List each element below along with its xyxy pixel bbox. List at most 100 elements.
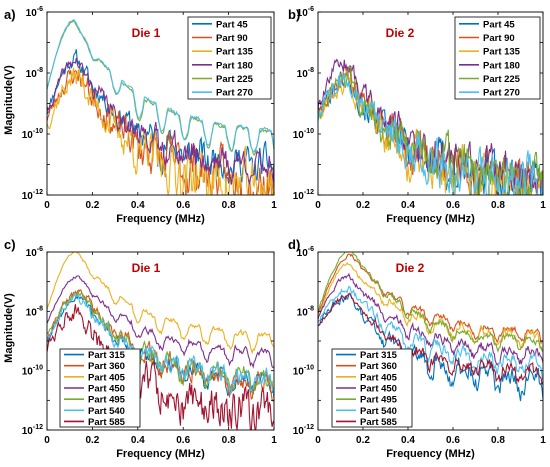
chart-title: Die 1 xyxy=(132,261,161,275)
series-line-part-180 xyxy=(47,57,274,185)
y-tick-label: 10-12 xyxy=(22,424,43,437)
series-line-part-585 xyxy=(47,304,274,430)
legend-entry: Part 270 xyxy=(216,88,253,99)
series-line-part-405 xyxy=(318,261,543,352)
x-tick-label: 0.6 xyxy=(446,200,460,211)
legend: Part 45 Part 90 Part 135 Part 180 Part 225 Pa… xyxy=(454,16,541,100)
series-line-part-495 xyxy=(47,291,274,394)
legend-entry: Part 45 xyxy=(216,19,248,30)
series-line-part-405 xyxy=(47,252,274,355)
legend-entry: Part 180 xyxy=(216,60,253,71)
y-tick-label: 10-8 xyxy=(26,305,43,318)
legend-box xyxy=(187,16,272,100)
x-tick-label: 1 xyxy=(271,435,277,446)
legend-entry: Part 360 xyxy=(88,361,125,372)
y-tick-label: 10-6 xyxy=(26,6,43,19)
series-line-part-585 xyxy=(318,293,543,385)
y-tick-label: 10-8 xyxy=(26,67,43,80)
series-line-part-135 xyxy=(47,67,274,195)
y-tick-label: 10-10 xyxy=(22,365,43,378)
x-tick-label: 0.2 xyxy=(356,435,370,446)
series-lines xyxy=(318,252,543,402)
chart-panel-d: 0 0.2 0.4 0.6 0.8 110-1210-1010-810-6Frequenc… xyxy=(288,237,546,460)
legend-entry: Part 270 xyxy=(483,88,520,99)
x-tick-label: 0.8 xyxy=(222,200,236,211)
x-tick-label: 0.6 xyxy=(176,200,190,211)
series-lines xyxy=(318,58,543,195)
legend-entry: Part 90 xyxy=(216,33,248,44)
x-tick-label: 0.4 xyxy=(131,435,145,446)
x-tick-label: 0 xyxy=(315,200,321,211)
legend-entry: Part 450 xyxy=(88,384,125,395)
x-tick-label: 1 xyxy=(540,200,546,211)
legend-entry: Part 540 xyxy=(88,406,125,417)
legend-entry: Part 315 xyxy=(360,350,398,361)
panel-label: a) xyxy=(4,7,16,22)
x-tick-label: 0 xyxy=(315,435,321,446)
x-tick-label: 0.6 xyxy=(446,435,460,446)
legend-entry: Part 90 xyxy=(483,33,515,44)
chart-title: Die 2 xyxy=(396,261,425,275)
legend-entry: Part 495 xyxy=(88,395,126,406)
x-axis-label: Frequency (MHz) xyxy=(386,448,475,460)
legend-entry: Part 180 xyxy=(483,60,520,71)
panel-label: b) xyxy=(288,7,300,22)
chart-panel-b: 0 0.2 0.4 0.6 0.8 110-1210-1010-810-6Frequenc… xyxy=(288,6,546,225)
x-tick-label: 0.8 xyxy=(491,200,505,211)
legend-entry: Part 450 xyxy=(360,384,397,395)
x-tick-label: 0.4 xyxy=(401,200,415,211)
y-tick-label: 10-10 xyxy=(293,128,314,141)
legend-entry: Part 585 xyxy=(88,417,126,428)
legend-entry: Part 540 xyxy=(360,406,397,417)
legend-entry: Part 405 xyxy=(88,372,126,383)
series-line-part-270 xyxy=(318,73,543,195)
x-axis-label: Frequency (MHz) xyxy=(116,448,205,460)
x-axis-label: Frequency (MHz) xyxy=(386,213,475,225)
chart-title: Die 2 xyxy=(386,26,415,40)
y-tick-label: 10-10 xyxy=(293,365,314,378)
legend-entry: Part 405 xyxy=(360,372,398,383)
legend-entry: Part 315 xyxy=(88,350,126,361)
y-tick-label: 10-12 xyxy=(293,189,314,202)
x-tick-label: 0.6 xyxy=(176,435,190,446)
legend-entry: Part 225 xyxy=(483,74,521,85)
x-tick-label: 0.8 xyxy=(491,435,505,446)
chart-panel-c: 0 0.2 0.4 0.6 0.8 1 10-12 10-10 10-8 10-6 Frequenc… xyxy=(4,237,277,460)
panel-label: c) xyxy=(4,237,16,252)
chart-panel-a: 0 0.2 0.4 0.6 0.8 1 10-12 10-10 10-8 10-6 Frequenc… xyxy=(4,6,277,225)
y-tick-label: 10-6 xyxy=(26,246,43,259)
x-tick-label: 0 xyxy=(44,435,50,446)
legend-entry: Part 360 xyxy=(360,361,397,372)
legend-entry: Part 135 xyxy=(216,47,254,58)
x-tick-label: 0.2 xyxy=(85,200,99,211)
legend-entry: Part 45 xyxy=(483,19,515,30)
legend: Part 45 Part 90 Part 135 Part 180 Part 225 Pa… xyxy=(187,16,272,100)
x-tick-label: 1 xyxy=(271,200,277,211)
series-line-part-540 xyxy=(47,291,274,396)
x-tick-label: 0 xyxy=(44,200,50,211)
x-axis-label: Frequency (MHz) xyxy=(116,213,205,225)
series-line-part-270 xyxy=(47,19,274,153)
panel-label: d) xyxy=(288,237,300,252)
legend-entry: Part 225 xyxy=(216,74,254,85)
x-tick-label: 0.2 xyxy=(356,200,370,211)
x-tick-label: 0.8 xyxy=(222,435,236,446)
series-line-part-450 xyxy=(47,275,274,369)
series-line-part-225 xyxy=(318,66,543,195)
series-lines xyxy=(47,252,274,430)
x-tick-label: 1 xyxy=(540,435,546,446)
y-axis-label-bottom: Magnitude(V) xyxy=(3,293,15,363)
y-tick-label: 10-8 xyxy=(297,305,314,318)
y-tick-label: 10-10 xyxy=(22,128,43,141)
x-tick-label: 0.4 xyxy=(401,435,415,446)
series-line-part-450 xyxy=(318,272,543,366)
legend-entry: Part 495 xyxy=(360,395,398,406)
legend-entry: Part 585 xyxy=(360,417,398,428)
series-line-part-495 xyxy=(318,252,543,354)
chart-title: Die 1 xyxy=(132,26,161,40)
series-line-part-540 xyxy=(318,285,543,381)
series-lines xyxy=(47,19,274,195)
